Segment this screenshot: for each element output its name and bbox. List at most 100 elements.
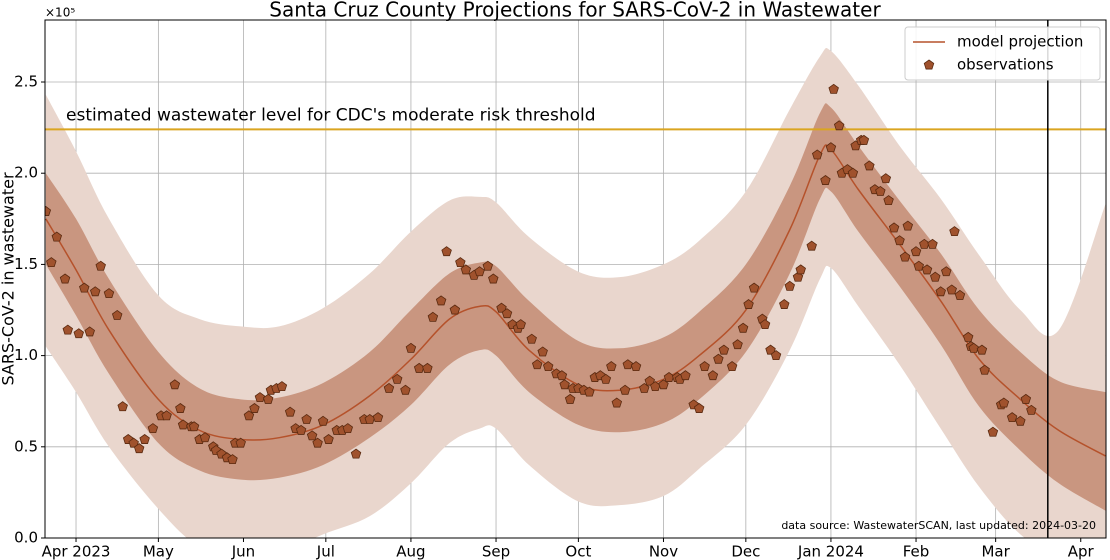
observation-marker xyxy=(930,271,941,282)
observation-marker xyxy=(391,373,403,384)
observation-marker xyxy=(496,302,507,313)
observation-marker xyxy=(987,426,999,437)
observation-marker xyxy=(606,361,617,371)
observation-marker xyxy=(639,382,650,393)
observation-marker xyxy=(422,362,433,373)
observation-marker xyxy=(726,361,738,371)
observation-marker xyxy=(858,134,870,145)
y-axis-label: SARS-CoV-2 in wastewater xyxy=(0,172,18,385)
observation-marker xyxy=(1026,404,1037,415)
observation-marker xyxy=(619,384,631,395)
observation-marker xyxy=(276,381,288,392)
x-tick-label: Feb xyxy=(903,543,930,560)
observation-marker xyxy=(910,246,922,257)
observation-marker xyxy=(902,220,914,231)
observation-marker xyxy=(317,415,329,426)
observation-marker xyxy=(90,286,101,297)
observation-marker xyxy=(630,361,642,371)
observation-marker xyxy=(46,257,57,268)
observation-marker xyxy=(128,437,139,448)
axes: 0.0 0.5 1.0 1.5 2.0 2.5 Apr 2023 May Jun Jul Aug Se… xyxy=(14,73,1096,560)
observation-marker xyxy=(622,359,634,370)
y-tick-label: 1.0 xyxy=(14,346,38,364)
y-tick-label: 2.0 xyxy=(14,164,38,182)
x-tick-label: Jan 2024 xyxy=(797,543,864,560)
observation-marker xyxy=(935,286,946,297)
observation-marker xyxy=(235,437,246,448)
observation-marker xyxy=(748,282,760,293)
observation-marker xyxy=(84,326,95,337)
observation-marker xyxy=(526,333,537,344)
x-tick-label: Jun xyxy=(231,543,255,560)
observation-marker xyxy=(792,271,804,282)
observation-marker xyxy=(880,173,892,184)
x-tick-label: Dec xyxy=(731,543,760,560)
observation-marker xyxy=(600,373,612,384)
observation-marker xyxy=(169,379,181,390)
plot-frame xyxy=(44,19,1107,539)
observation-marker xyxy=(707,370,719,381)
observation-marker xyxy=(501,308,513,319)
observation-marker xyxy=(979,364,990,375)
x-tick-label: Oct xyxy=(565,543,591,560)
observation-marker xyxy=(312,437,323,448)
observation-marker xyxy=(227,454,238,465)
observation-marker xyxy=(199,432,211,443)
observation-marker xyxy=(284,406,296,417)
observation-marker xyxy=(111,309,123,320)
observation-marker xyxy=(139,434,150,444)
observation-marker xyxy=(737,322,749,333)
observation-marker xyxy=(976,344,988,355)
observation-marker xyxy=(79,282,90,293)
observation-marker xyxy=(254,392,266,403)
observation-marker xyxy=(556,370,568,381)
observation-marker xyxy=(1020,393,1032,404)
observation-marker xyxy=(888,222,900,233)
observation-marker xyxy=(864,160,875,171)
observation-marker xyxy=(95,260,106,271)
observation-marker xyxy=(921,264,933,275)
x-tick-label: Mar xyxy=(981,543,1010,560)
observation-marker xyxy=(559,379,570,390)
observation-marker xyxy=(806,240,817,251)
threshold-label: estimated wastewater level for CDC's mod… xyxy=(66,105,596,125)
observation-marker xyxy=(883,195,894,206)
observation-marker xyxy=(537,346,548,357)
observation-marker xyxy=(875,185,886,196)
observation-marker xyxy=(564,393,576,404)
observation-marker xyxy=(249,403,260,413)
x-tick-label: Nov xyxy=(649,543,678,560)
x-tick-label: Apr xyxy=(1068,543,1095,560)
observation-marker xyxy=(147,423,159,434)
observation-marker xyxy=(718,344,730,355)
observation-marker xyxy=(998,397,1010,408)
observation-marker xyxy=(699,361,710,371)
observation-marker xyxy=(188,421,200,432)
observation-marker xyxy=(927,238,938,249)
observation-marker xyxy=(474,266,485,277)
observation-marker xyxy=(383,382,395,393)
observation-marker xyxy=(899,251,911,262)
observation-marker xyxy=(117,401,128,412)
observation-marker xyxy=(51,231,63,242)
legend: model projection observations xyxy=(904,26,1101,81)
observation-marker xyxy=(941,266,952,277)
observation-marker xyxy=(811,149,823,160)
observation-marker xyxy=(954,289,966,300)
observation-marker xyxy=(342,423,354,434)
observation-marker xyxy=(658,379,669,390)
x-tick-label: Jul xyxy=(316,543,335,560)
observation-marker xyxy=(133,443,145,454)
observation-marker xyxy=(45,206,52,216)
observation-marker xyxy=(825,142,837,153)
observation-marker xyxy=(770,350,782,361)
observation-marker xyxy=(427,311,439,322)
observation-marker xyxy=(372,412,384,423)
x-tick-label: Aug xyxy=(396,543,425,560)
observation-marker xyxy=(759,319,771,330)
chart-title: Santa Cruz County Projections for SARS-C… xyxy=(269,0,881,22)
observation-marker xyxy=(820,175,831,185)
observation-marker xyxy=(847,167,859,178)
